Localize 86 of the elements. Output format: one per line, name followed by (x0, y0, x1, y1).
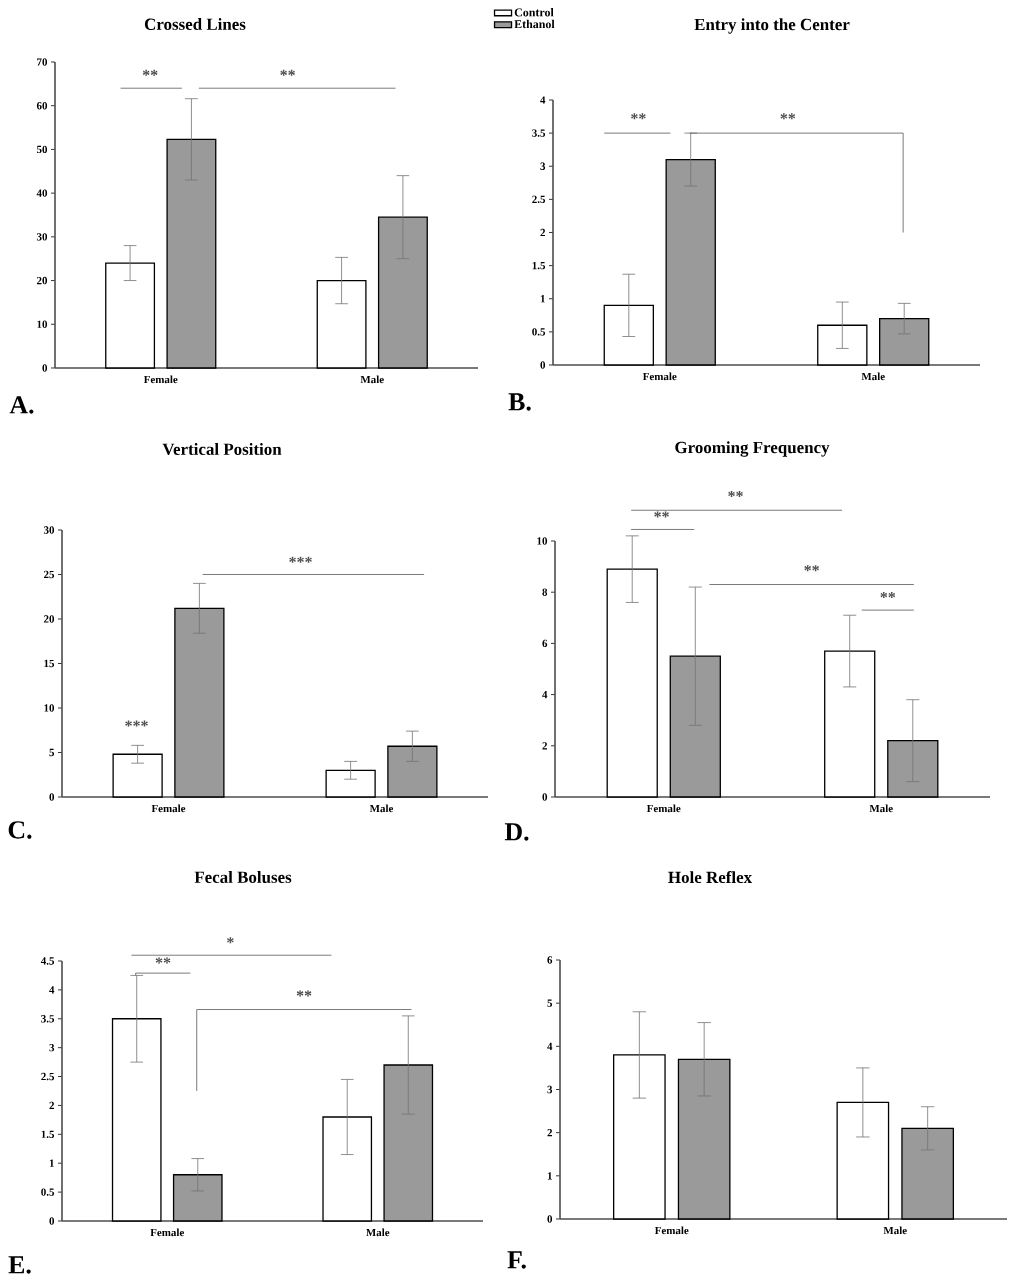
annotation: ** (280, 69, 295, 76)
y-tick-label: 8 (542, 588, 548, 596)
y-tick-label: 1.5 (41, 1130, 55, 1139)
y-tick-label: 2 (542, 742, 547, 750)
y-tick-label: 2 (540, 228, 545, 237)
y-tick-label: 10 (37, 320, 48, 328)
text: D. (504, 823, 529, 841)
y-tick-label: 40 (36, 189, 48, 197)
y-tick-label: 4 (542, 690, 548, 699)
text: B. (508, 393, 531, 411)
y-tick-label: 1 (540, 295, 545, 303)
y-tick-label: 0 (49, 1217, 55, 1225)
y-tick-label: 20 (43, 615, 55, 623)
chart-title: Crossed Lines (144, 18, 246, 30)
y-tick-label: 0.5 (41, 1188, 55, 1196)
annotation: ** (296, 990, 312, 997)
y-tick-label: 3 (547, 1085, 553, 1094)
y-tick-label: 2.5 (532, 195, 546, 204)
legend-label: Ethanol (514, 19, 555, 29)
y-tick-label: 5 (49, 748, 55, 757)
x-tick-label: Female (151, 804, 186, 813)
x-tick-label: Male (369, 804, 394, 813)
text: F. (507, 1251, 526, 1269)
y-tick-label: 10 (537, 537, 548, 545)
y-tick-label: 4.5 (40, 957, 55, 965)
y-tick-label: 4 (547, 1042, 553, 1050)
text: * (227, 937, 234, 944)
x-tick-label: Female (646, 804, 681, 813)
chart-title: Hole Reflex (668, 870, 753, 884)
y-tick-label: 6 (547, 956, 553, 964)
y-tick-label: 50 (36, 145, 48, 154)
annotation: ** (804, 565, 819, 572)
text: C. (8, 821, 32, 839)
annotation: ** (880, 592, 896, 599)
y-tick-label: 3 (49, 1043, 55, 1052)
chart-title: Entry into the Center (694, 18, 850, 34)
annotation: ** (780, 113, 796, 120)
y-tick-label: 4 (49, 986, 55, 994)
y-tick-label: 2.5 (41, 1072, 55, 1081)
annotation: *** (125, 720, 148, 727)
y-tick-label: 2 (49, 1101, 54, 1110)
x-tick-label: Male (861, 372, 885, 381)
y-tick-label: 30 (36, 233, 48, 241)
y-tick-label: 0 (42, 364, 48, 372)
x-tick-label: Male (366, 1228, 390, 1237)
y-tick-label: 25 (43, 570, 55, 579)
y-tick-label: 70 (37, 58, 48, 66)
y-tick-label: 6 (542, 639, 548, 648)
x-tick-label: Male (869, 804, 893, 813)
y-tick-label: 1 (547, 1172, 552, 1180)
y-tick-label: 3 (540, 162, 546, 170)
y-tick-label: 0 (547, 1215, 553, 1223)
chart-title: Vertical Position (162, 443, 282, 456)
y-tick-label: 60 (36, 102, 48, 110)
y-tick-label: 2 (547, 1129, 552, 1137)
chart-title: Fecal Boluses (194, 871, 292, 883)
annotation: *** (289, 556, 312, 563)
y-tick-label: 30 (43, 526, 55, 534)
x-tick-label: Male (883, 1226, 907, 1235)
annotation: ** (631, 113, 646, 120)
y-tick-label: 3.5 (41, 1015, 55, 1023)
x-tick-label: Female (150, 1228, 185, 1237)
x-tick-label: Female (654, 1226, 689, 1235)
x-tick-label: Female (642, 372, 677, 381)
chart-title: Grooming Frequency (675, 441, 830, 457)
text: A. (9, 396, 34, 414)
annotation: ** (142, 69, 158, 76)
y-tick-label: 0 (542, 793, 548, 801)
text: E. (8, 1256, 31, 1274)
y-tick-label: 4 (540, 96, 546, 104)
y-tick-label: 0.5 (532, 328, 546, 336)
y-tick-label: 3.5 (532, 129, 546, 137)
annotation: ** (155, 957, 171, 964)
text: ** (654, 511, 669, 518)
text: ** (728, 490, 743, 497)
y-tick-label: 1.5 (532, 261, 546, 270)
y-tick-label: 0 (49, 793, 55, 801)
y-tick-label: 20 (36, 276, 48, 285)
legend-label: Control (514, 8, 554, 17)
x-tick-label: Female (143, 375, 178, 384)
y-tick-label: 15 (44, 659, 55, 668)
y-tick-label: 0 (540, 361, 546, 369)
y-tick-label: 10 (44, 704, 55, 712)
x-tick-label: Male (360, 375, 384, 384)
y-tick-label: 5 (547, 999, 553, 1007)
y-tick-label: 1 (49, 1159, 54, 1167)
